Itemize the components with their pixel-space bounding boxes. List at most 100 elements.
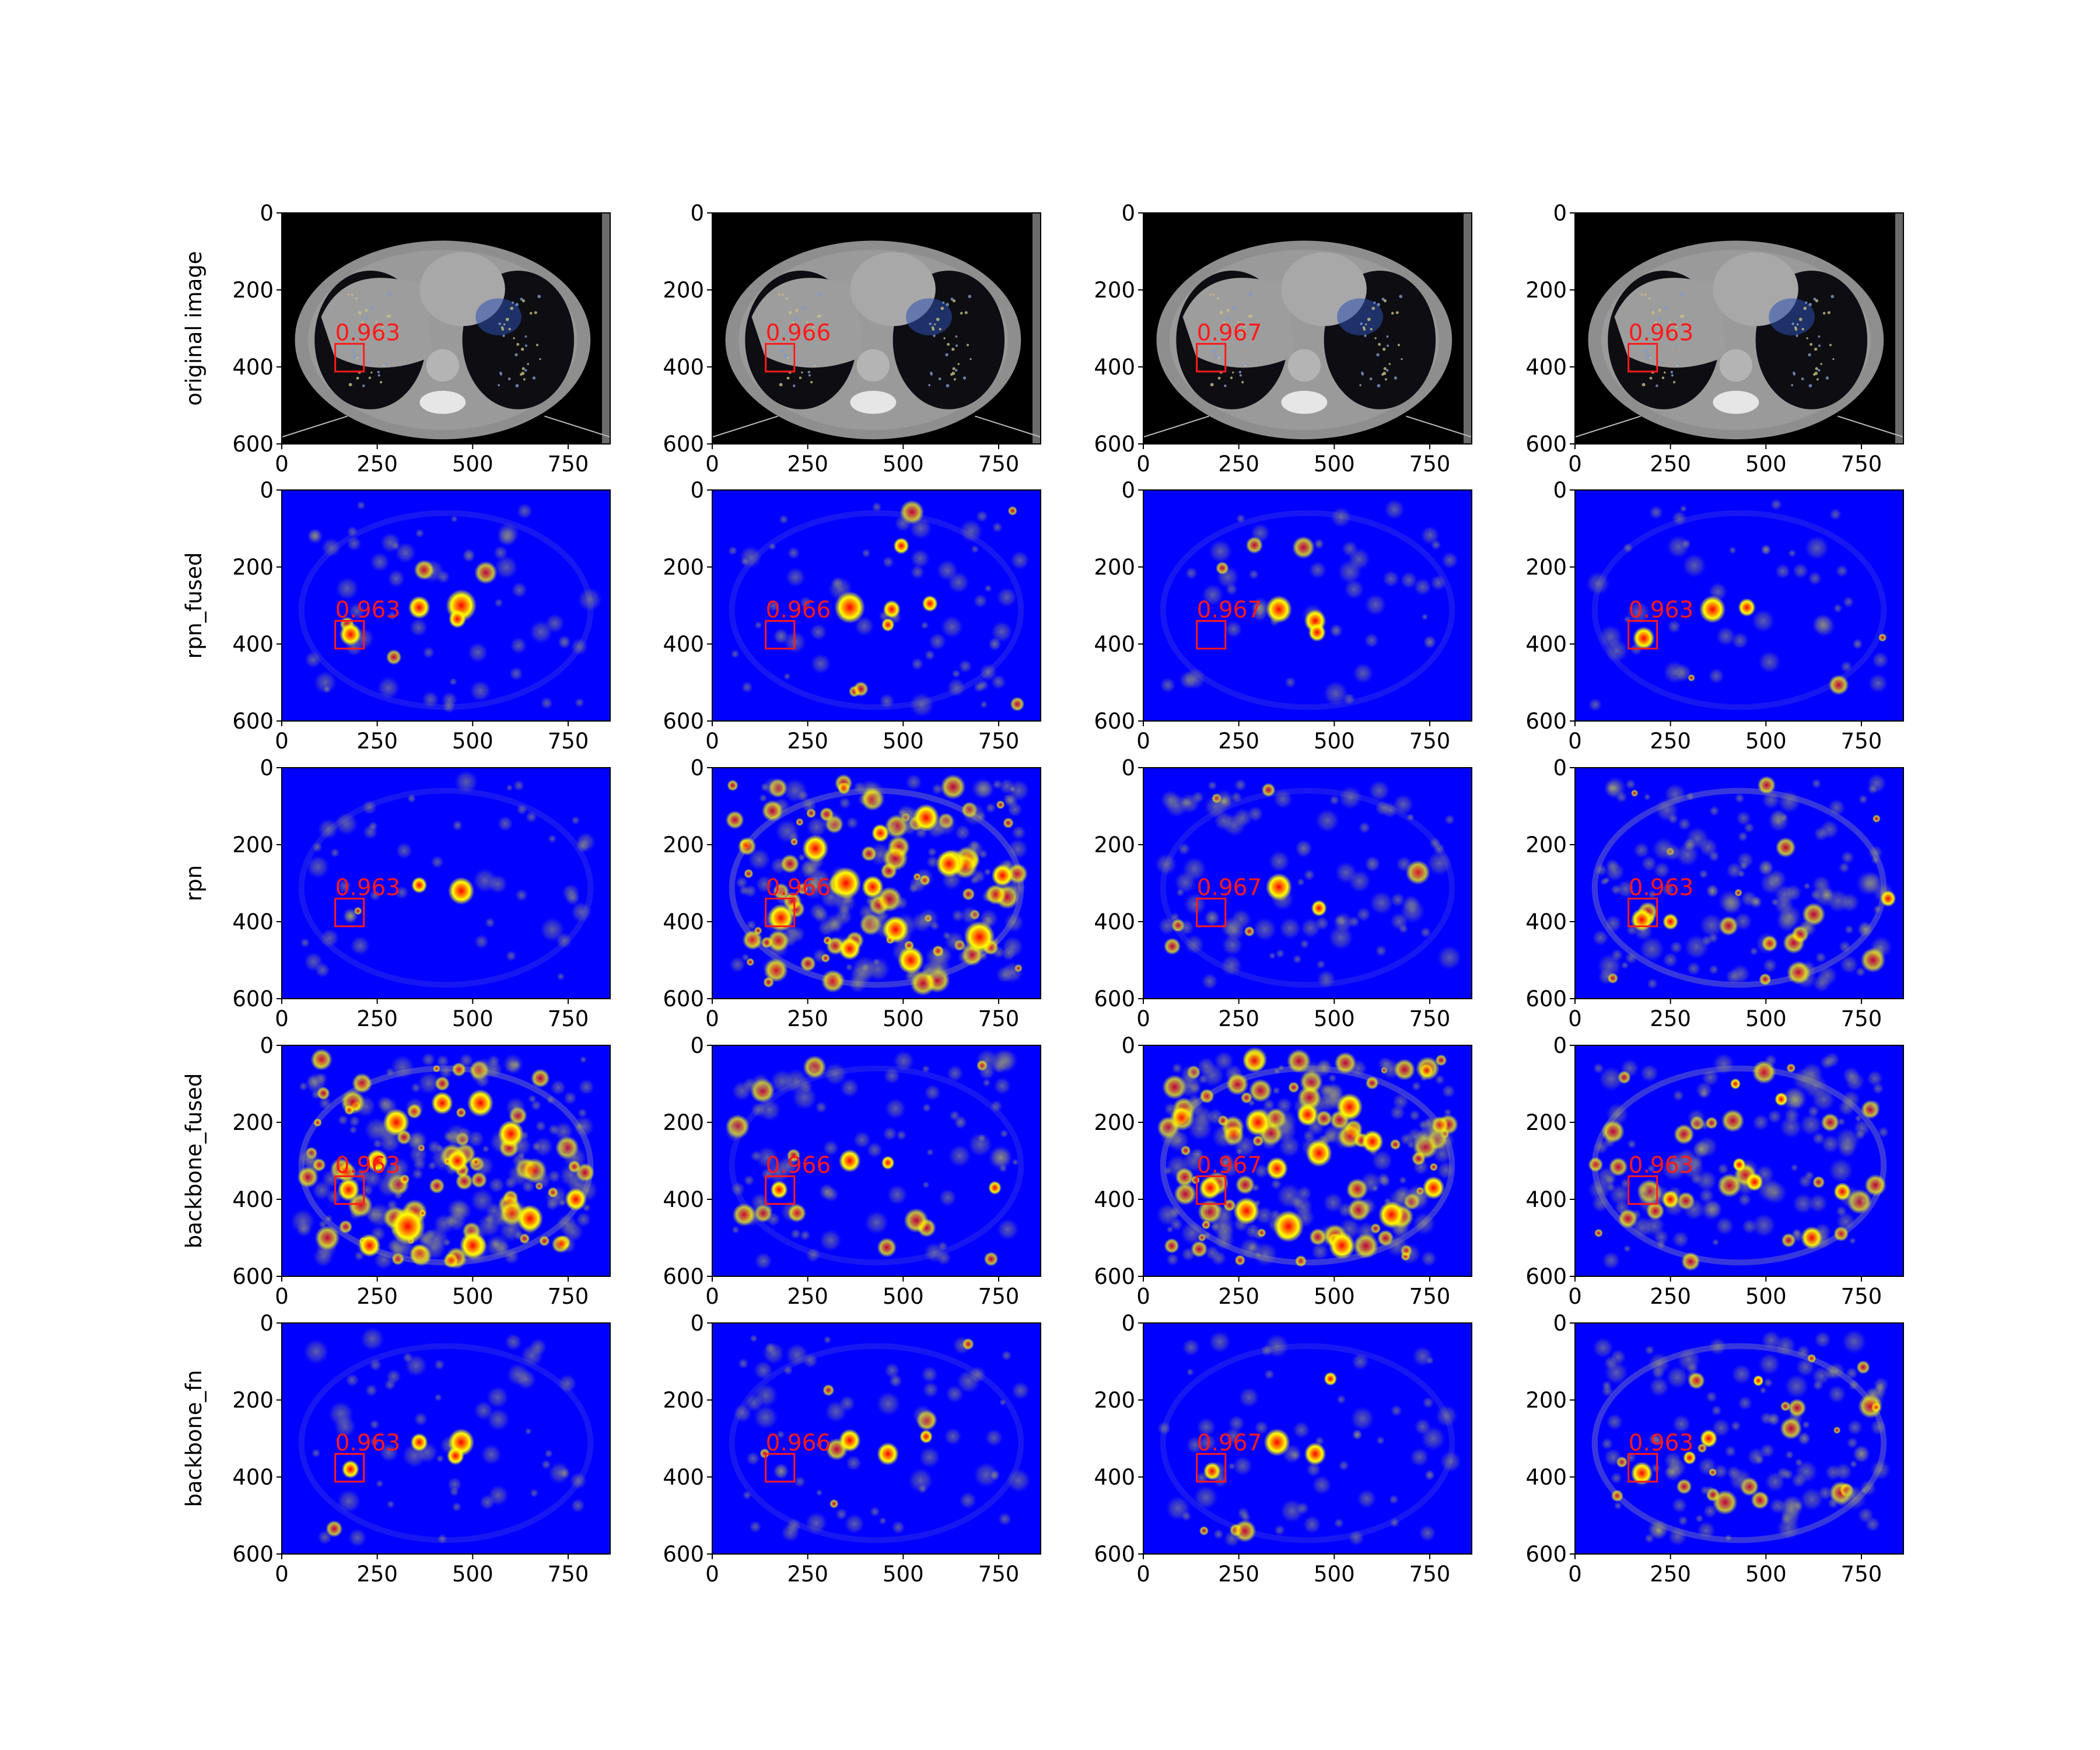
panel-r3-c1: 0.963 0 250 500 750 0 200 400 600 <box>232 755 611 1031</box>
panel-r2-c2: 0.966 0 250 500 750 0 200 400 600 <box>663 478 1041 754</box>
x-tick-label: 500 <box>452 729 494 754</box>
score-label: 0.963 <box>335 597 401 623</box>
y-tick-label: 600 <box>232 709 274 734</box>
y-tick-label: 600 <box>663 709 704 734</box>
y-tick-label: 400 <box>663 909 704 935</box>
y-tick-label: 200 <box>1525 832 1567 858</box>
score-label: 0.966 <box>766 597 831 623</box>
row-label: backbone_fused <box>181 1073 206 1249</box>
y-tick-label: 0 <box>1553 755 1567 780</box>
score-label: 0.963 <box>335 1430 401 1456</box>
y-tick-label: 600 <box>1094 709 1135 734</box>
x-tick-label: 500 <box>1745 452 1787 477</box>
detection-box <box>765 897 796 928</box>
axes-frame <box>281 212 611 444</box>
y-tick-label: 400 <box>1094 1187 1135 1212</box>
y-tick-label: 0 <box>1553 201 1567 226</box>
panel-grid: 0.963 0 250 500 750 0 200 400 600 0.966 0 250 500 750… <box>181 201 1904 1587</box>
y-tick-label: 0 <box>1121 201 1135 226</box>
panel-r5-c3: 0.967 0 250 500 750 0 200 400 600 <box>1094 1311 1472 1587</box>
panel-r1-c4: 0.963 0 250 500 750 0 200 400 600 <box>1525 201 1904 477</box>
score-label: 0.963 <box>335 874 401 901</box>
score-label: 0.966 <box>766 1152 831 1178</box>
x-tick-label: 250 <box>1218 452 1259 477</box>
detection-box <box>1628 1452 1658 1483</box>
y-tick-label: 200 <box>232 1388 274 1413</box>
score-label: 0.963 <box>1629 597 1694 623</box>
y-tick-label: 200 <box>1525 1388 1567 1413</box>
activation-heatmap <box>282 768 610 999</box>
x-tick-label: 0 <box>275 1006 289 1031</box>
score-label: 0.966 <box>766 1430 831 1456</box>
activation-heatmap <box>712 1045 1041 1276</box>
x-tick-label: 750 <box>1409 729 1451 754</box>
x-tick-label: 750 <box>1841 1006 1882 1031</box>
x-tick-label: 750 <box>548 1284 589 1309</box>
y-tick-label: 400 <box>663 632 704 657</box>
axes-frame <box>281 1322 611 1555</box>
y-tick-label: 600 <box>663 1542 704 1567</box>
detection-box <box>1196 1452 1227 1483</box>
y-tick-label: 0 <box>1553 478 1567 503</box>
y-tick-label: 600 <box>1094 1542 1135 1567</box>
row-label: rpn <box>181 865 206 901</box>
y-tick-label: 0 <box>260 201 274 226</box>
activation-heatmap <box>1143 1323 1472 1554</box>
axes-frame <box>1574 767 1904 999</box>
x-tick-label: 250 <box>787 452 828 477</box>
x-tick-label: 500 <box>1314 1562 1355 1587</box>
detection-box <box>1196 1175 1227 1205</box>
x-tick-label: 0 <box>275 729 289 754</box>
y-tick-label: 200 <box>232 278 274 303</box>
y-tick-label: 200 <box>663 1110 704 1135</box>
x-tick-label: 250 <box>356 1562 398 1587</box>
y-tick-label: 400 <box>1094 909 1135 935</box>
activation-heatmap <box>1143 768 1472 999</box>
y-tick-label: 0 <box>260 1311 274 1336</box>
panel-r1-c3: 0.967 0 250 500 750 0 200 400 600 <box>1094 201 1472 477</box>
activation-heatmap <box>1575 490 1903 721</box>
x-tick-label: 750 <box>1409 452 1451 477</box>
x-tick-label: 0 <box>1568 729 1582 754</box>
row-label: backbone_fn <box>181 1370 206 1507</box>
x-tick-label: 250 <box>787 1562 828 1587</box>
x-tick-label: 250 <box>1218 729 1259 754</box>
y-tick-label: 400 <box>232 1465 274 1490</box>
x-tick-label: 250 <box>1650 1006 1691 1031</box>
activation-heatmap <box>1143 490 1472 721</box>
x-tick-label: 750 <box>978 1284 1020 1309</box>
y-tick-label: 0 <box>1553 1311 1567 1336</box>
panel-r4-c2: 0.966 0 250 500 750 0 200 400 600 <box>663 1033 1041 1309</box>
x-tick-label: 0 <box>275 452 289 477</box>
y-tick-label: 400 <box>1094 1465 1135 1490</box>
y-tick-label: 0 <box>1121 1311 1135 1336</box>
axes-frame <box>1574 212 1904 444</box>
y-tick-label: 200 <box>1525 1110 1567 1135</box>
x-tick-label: 750 <box>1841 452 1882 477</box>
score-label: 0.966 <box>766 320 831 346</box>
x-tick-label: 0 <box>705 1562 719 1587</box>
y-tick-label: 200 <box>232 832 274 858</box>
axes-frame <box>1143 767 1472 999</box>
x-tick-label: 750 <box>1841 1562 1882 1587</box>
x-tick-label: 500 <box>452 452 494 477</box>
y-tick-label: 0 <box>1553 1033 1567 1058</box>
y-tick-label: 200 <box>232 555 274 580</box>
x-tick-label: 500 <box>883 1562 924 1587</box>
x-tick-label: 0 <box>275 1284 289 1309</box>
y-tick-label: 600 <box>1525 709 1567 734</box>
x-tick-label: 500 <box>1314 1284 1355 1309</box>
y-tick-label: 400 <box>1525 355 1567 380</box>
x-tick-label: 750 <box>1841 1284 1882 1309</box>
score-label: 0.963 <box>1629 1430 1694 1456</box>
score-label: 0.963 <box>335 320 401 346</box>
y-tick-label: 400 <box>1094 632 1135 657</box>
x-tick-label: 250 <box>1650 729 1691 754</box>
detection-box <box>334 620 365 650</box>
axes-frame <box>281 767 611 999</box>
x-tick-label: 250 <box>356 1006 398 1031</box>
detection-box <box>765 342 796 373</box>
y-tick-label: 600 <box>232 432 274 457</box>
score-label: 0.967 <box>1197 320 1262 346</box>
